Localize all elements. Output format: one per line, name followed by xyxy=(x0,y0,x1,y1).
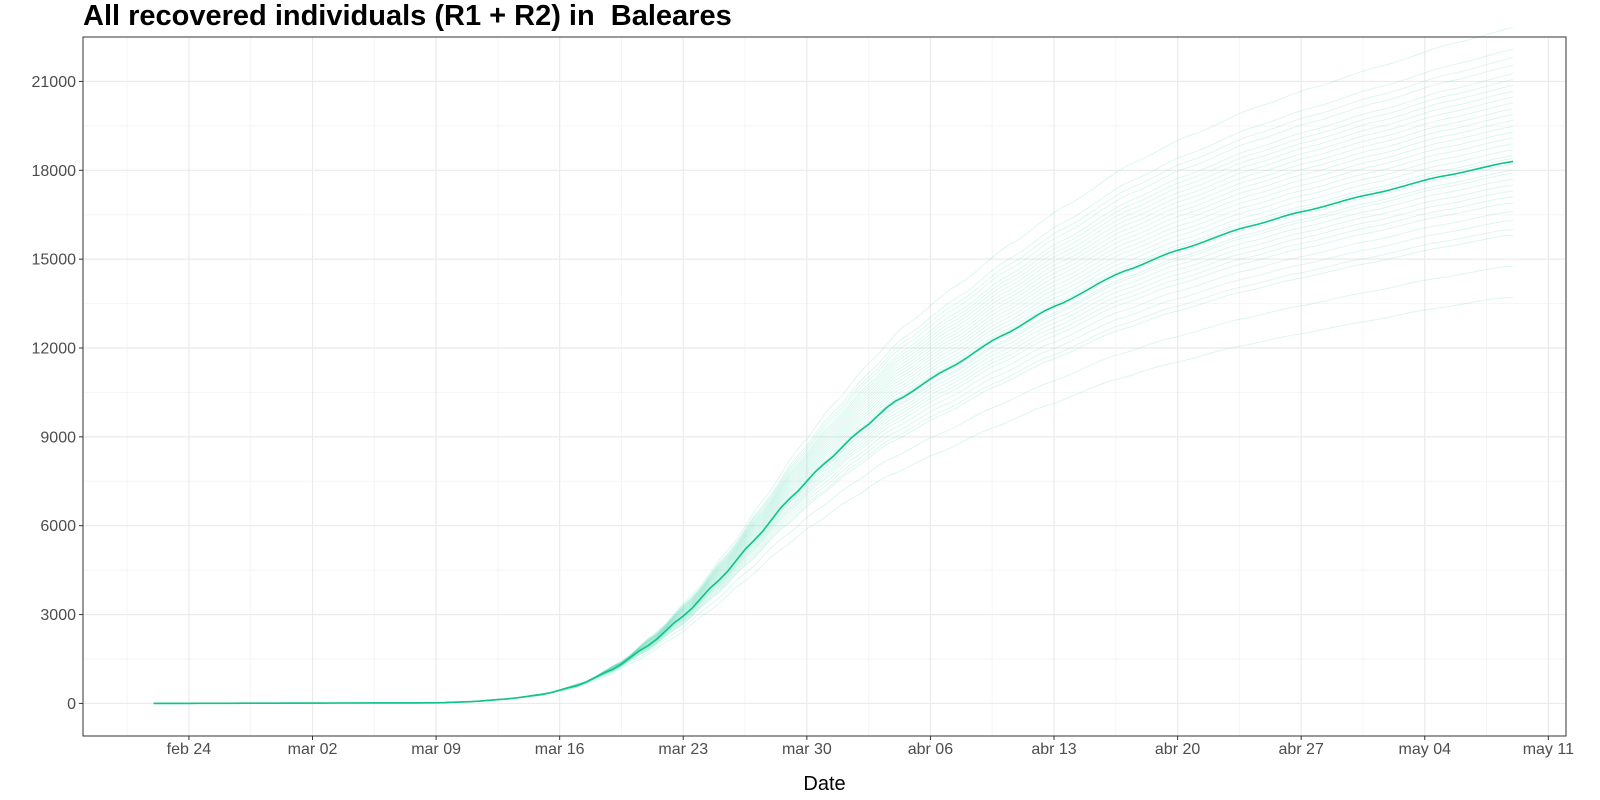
ensemble-line xyxy=(153,64,1514,704)
y-axis: 0 3000 6000 9000 12000 15000 18000 21000 xyxy=(32,74,83,713)
ensemble-line xyxy=(153,297,1513,704)
ensemble-line xyxy=(153,178,1514,704)
x-tick-label: mar 02 xyxy=(288,741,338,758)
ensemble-line xyxy=(153,234,1514,704)
x-tick-label: feb 24 xyxy=(167,741,212,758)
x-tick-label: mar 30 xyxy=(782,741,832,758)
x-axis-title: Date xyxy=(803,773,845,795)
major-grid xyxy=(83,37,1566,736)
y-tick-label: 3000 xyxy=(40,607,76,624)
main-series-line xyxy=(153,160,1514,705)
y-tick-label: 21000 xyxy=(32,74,77,91)
x-tick-label: mar 23 xyxy=(658,741,708,758)
x-tick-label: abr 06 xyxy=(908,741,953,758)
x-tick-label: mar 16 xyxy=(535,741,585,758)
ensemble-line xyxy=(153,90,1514,704)
ensemble-line xyxy=(153,26,1514,704)
ensemble-line xyxy=(153,229,1514,704)
ensemble-line xyxy=(153,143,1514,704)
ensemble-line xyxy=(153,102,1514,704)
ensemble-line xyxy=(153,196,1514,704)
y-tick-label: 15000 xyxy=(32,252,77,269)
y-tick-label: 18000 xyxy=(32,163,77,180)
panel-border xyxy=(82,36,1567,737)
x-tick-label: may 04 xyxy=(1399,741,1452,758)
y-tick-label: 12000 xyxy=(32,340,77,357)
y-tick-label: 6000 xyxy=(40,518,76,535)
x-tick-label: abr 20 xyxy=(1155,741,1200,758)
x-tick-label: abr 13 xyxy=(1031,741,1076,758)
ensemble-line xyxy=(153,96,1514,704)
ensemble-line xyxy=(153,220,1514,704)
x-tick-label: may 11 xyxy=(1523,741,1574,758)
ensemble-lines xyxy=(153,26,1514,704)
y-tick-label: 9000 xyxy=(40,429,76,446)
minor-grid xyxy=(83,37,1566,736)
y-tick-label: 0 xyxy=(67,696,76,713)
ensemble-line xyxy=(153,57,1514,704)
x-tick-label: abr 27 xyxy=(1278,741,1323,758)
x-axis: feb 24 mar 02 mar 09 mar 16 mar 23 mar 30 abr … xyxy=(167,736,1574,758)
ensemble-line xyxy=(153,137,1514,704)
chart-title: All recovered individuals (R1 + R2) in B… xyxy=(83,0,732,32)
x-tick-label: mar 09 xyxy=(411,741,461,758)
ensemble-line xyxy=(153,202,1514,704)
